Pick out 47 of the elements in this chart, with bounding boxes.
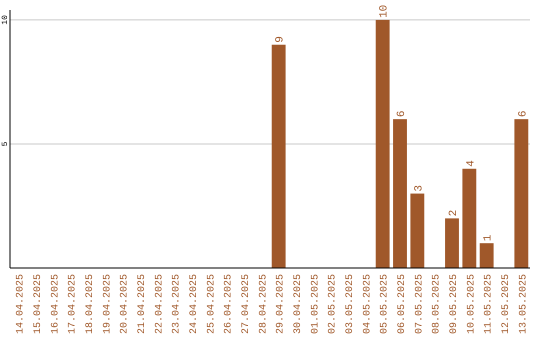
y-tick-label: 5	[1, 141, 10, 146]
x-tick-label: 19.04.2025	[102, 274, 114, 334]
x-tick-label: 16.04.2025	[50, 274, 62, 334]
x-tick-label: 01.05.2025	[310, 274, 322, 334]
x-tick-label: 07.05.2025	[414, 274, 426, 334]
data-label: 9	[274, 36, 287, 43]
x-tick-label: 23.04.2025	[172, 274, 183, 334]
bar	[445, 218, 459, 268]
x-tick-label: 13.05.2025	[518, 274, 530, 334]
x-tick-label: 14.04.2025	[16, 274, 27, 334]
x-tick-label: 09.05.2025	[449, 274, 460, 334]
x-tick-label: 18.04.2025	[85, 274, 96, 334]
x-tick-label: 20.04.2025	[120, 274, 131, 334]
x-tick-label: 05.05.2025	[380, 274, 391, 334]
x-tick-label: 04.05.2025	[362, 274, 374, 334]
bar	[514, 119, 528, 268]
x-tick-label: 08.05.2025	[432, 274, 443, 334]
x-tick-label: 21.04.2025	[137, 274, 148, 334]
bar	[272, 44, 286, 268]
x-tick-label: 17.04.2025	[68, 274, 79, 334]
x-tick-label: 24.04.2025	[189, 274, 200, 334]
data-label: 1	[482, 234, 495, 242]
x-tick-label: 12.05.2025	[501, 274, 512, 334]
data-label: 6	[517, 110, 530, 118]
x-tick-label: 22.04.2025	[154, 274, 166, 334]
bar	[462, 168, 476, 268]
x-tick-label: 10.05.2025	[466, 274, 478, 334]
data-label: 4	[465, 160, 478, 167]
bar	[393, 119, 407, 268]
x-tick-label: 03.05.2025	[345, 274, 356, 334]
bar	[480, 243, 494, 268]
data-label: 10	[378, 4, 391, 18]
data-label: 3	[413, 184, 426, 192]
x-tick-label: 27.04.2025	[241, 274, 252, 334]
x-tick-label: 29.04.2025	[276, 274, 287, 334]
bar	[410, 194, 424, 268]
x-tick-label: 15.04.2025	[33, 274, 44, 334]
x-tick-label: 06.05.2025	[397, 274, 408, 334]
x-tick-label: 02.05.2025	[328, 274, 339, 334]
x-tick-label: 11.05.2025	[484, 274, 495, 334]
data-label: 2	[448, 210, 460, 216]
x-tick-label: 30.04.2025	[293, 274, 304, 334]
x-tick-label: 25.04.2025	[206, 274, 218, 334]
bar	[376, 20, 390, 268]
x-tick-label: 26.04.2025	[224, 274, 235, 334]
data-label: 6	[396, 110, 408, 118]
x-tick-label: 28.04.2025	[258, 274, 270, 334]
